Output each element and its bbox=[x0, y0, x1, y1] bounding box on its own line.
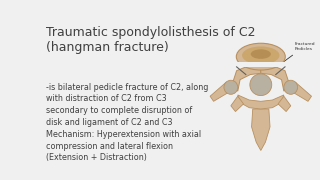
Polygon shape bbox=[236, 62, 286, 68]
Text: -is bilateral pedicle fracture of C2, along
with distraction of C2 from C3
secon: -is bilateral pedicle fracture of C2, al… bbox=[46, 83, 209, 162]
Ellipse shape bbox=[224, 80, 238, 94]
Ellipse shape bbox=[242, 46, 280, 64]
Text: Traumatic spondylolisthesis of C2
(hangman fracture): Traumatic spondylolisthesis of C2 (hangm… bbox=[46, 26, 256, 54]
Polygon shape bbox=[210, 82, 228, 101]
Polygon shape bbox=[232, 64, 261, 91]
Ellipse shape bbox=[250, 74, 272, 96]
Polygon shape bbox=[252, 109, 270, 150]
Polygon shape bbox=[293, 82, 311, 101]
Ellipse shape bbox=[251, 49, 271, 59]
Ellipse shape bbox=[284, 80, 298, 94]
Ellipse shape bbox=[236, 43, 285, 70]
Polygon shape bbox=[231, 96, 244, 112]
Polygon shape bbox=[278, 96, 291, 112]
Polygon shape bbox=[238, 95, 284, 109]
Text: Fractured
Pedicles: Fractured Pedicles bbox=[279, 42, 315, 65]
Polygon shape bbox=[261, 64, 290, 91]
